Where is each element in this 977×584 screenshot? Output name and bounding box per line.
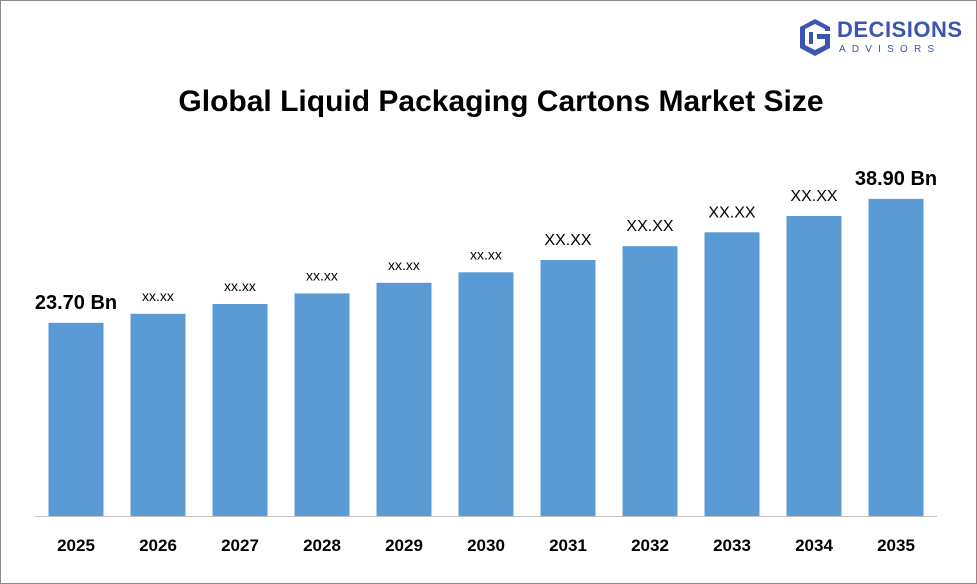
x-tick-label: 2026 (139, 536, 177, 555)
x-tick-label: 2028 (303, 536, 341, 555)
x-tick-label: 2033 (713, 536, 751, 555)
x-tick-label: 2031 (549, 536, 587, 555)
logo-mark-icon (800, 19, 830, 56)
bar-2030 (458, 272, 514, 517)
bar-2028 (294, 293, 350, 516)
x-tick-label: 2034 (795, 536, 833, 555)
data-label: xx.xx (306, 267, 338, 283)
bar-2034 (786, 216, 842, 516)
bar-2033 (704, 232, 760, 517)
bar-2027 (212, 304, 268, 516)
data-labels: 23.70 Bn xx.xx xx.xx xx.xx xx.xx xx.xx XX.XX XX… (35, 168, 937, 314)
data-label: 38.90 Bn (855, 168, 937, 190)
x-tick-label: 2035 (877, 536, 915, 555)
x-tick-labels: 2025 2026 2027 2028 2029 2030 2031 2032 2033 2034… (57, 536, 915, 555)
logo-secondary-text: ADVISORS (839, 44, 941, 55)
x-tick-label: 2027 (221, 536, 259, 555)
data-label: XX.XX (708, 204, 755, 221)
logo-primary-text: DECISIONS (837, 17, 963, 42)
data-label: xx.xx (470, 246, 502, 262)
data-label: XX.XX (626, 218, 673, 235)
x-tick-label: 2029 (385, 536, 423, 555)
x-tick-label: 2025 (57, 536, 95, 555)
x-tick-label: 2030 (467, 536, 505, 555)
data-label: XX.XX (544, 232, 591, 249)
data-label: xx.xx (142, 288, 174, 304)
data-label: XX.XX (790, 188, 837, 205)
bar-2025 (48, 322, 104, 516)
bar-2031 (540, 260, 596, 516)
bar-2035 (868, 198, 924, 516)
data-label: xx.xx (224, 278, 256, 294)
data-label: 23.70 Bn (35, 292, 117, 314)
bar-series (48, 198, 924, 517)
chart-title: Global Liquid Packaging Cartons Market S… (178, 85, 824, 118)
bar-2026 (130, 313, 186, 516)
bar-2029 (376, 282, 432, 516)
brand-logo: DECISIONS ADVISORS (797, 15, 967, 59)
x-tick-label: 2032 (631, 536, 669, 555)
bar-2032 (622, 246, 678, 516)
data-label: xx.xx (388, 257, 420, 273)
